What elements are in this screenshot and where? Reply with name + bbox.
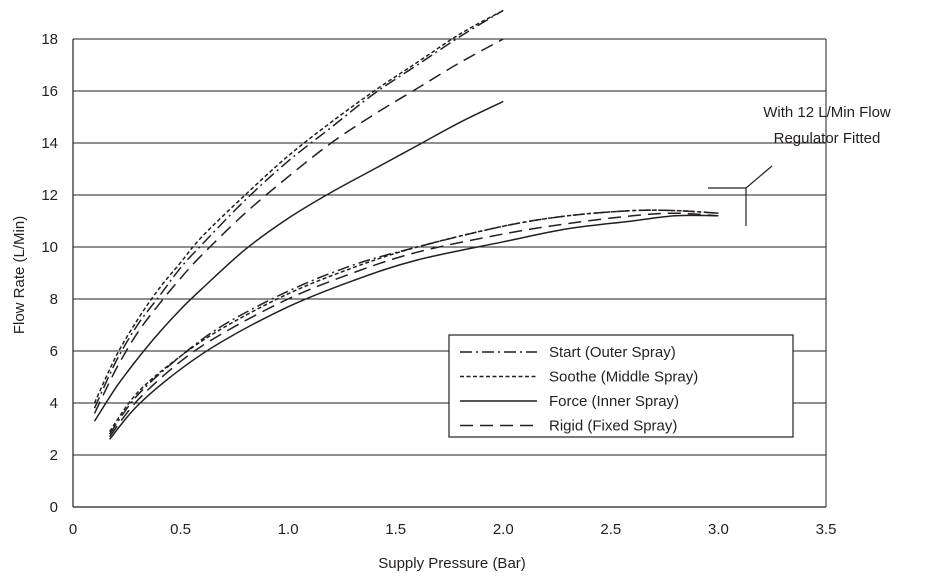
series-line-regulated-start-outer-spray	[108, 209, 719, 435]
y-axis-title: Flow Rate (L/Min)	[11, 216, 28, 334]
x-axis-title: Supply Pressure (Bar)	[378, 555, 526, 572]
grid-lines	[73, 38, 827, 507]
x-tick-label-5: 2.5	[600, 521, 621, 538]
tick-labels: 0 0.5 1.0 1.5 2.0 2.5 3.0 3.5 0 2 4 6 8 10 12 14 16 18	[41, 31, 836, 538]
x-tick-label-1: 0.5	[170, 521, 191, 538]
y-tick-label-2: 4	[50, 395, 58, 412]
series-line-unregulated-force-inner-spray	[93, 100, 504, 422]
x-tick-label-3: 1.5	[385, 521, 406, 538]
legend-label-force-inner-spray: Force (Inner Spray)	[549, 393, 679, 410]
annotation-leader	[745, 165, 773, 189]
annotation-line-2: Regulator Fitted	[774, 130, 881, 147]
series-line-regulated-force-inner-spray	[109, 214, 719, 440]
annotation-line-1: With 12 L/Min Flow	[763, 104, 891, 121]
legend: Start (Outer Spray) Soothe (Middle Spray)…	[448, 334, 794, 438]
legend-label-start-outer-spray: Start (Outer Spray)	[549, 344, 676, 361]
series-lines	[93, 9, 719, 440]
legend-label-rigid-fixed-spray: Rigid (Fixed Spray)	[549, 418, 677, 435]
regulator-annotation: With 12 L/Min Flow Regulator Fitted	[708, 104, 891, 226]
y-tick-label-1: 2	[50, 447, 58, 464]
series-line-regulated-soothe-middle-spray	[108, 209, 719, 433]
x-tick-label-0: 0	[69, 521, 77, 538]
series-line-unregulated-rigid-fixed-spray	[93, 38, 504, 414]
series-line-regulated-rigid-fixed-spray	[109, 212, 719, 438]
y-tick-label-3: 6	[50, 343, 58, 360]
y-tick-label-4: 8	[50, 291, 58, 308]
series-line-unregulated-start-outer-spray	[93, 9, 504, 409]
series-line-unregulated-soothe-middle-spray	[93, 9, 504, 404]
y-tick-label-7: 14	[41, 135, 58, 152]
axes	[72, 39, 826, 508]
x-tick-label-2: 1.0	[278, 521, 299, 538]
x-tick-label-6: 3.0	[708, 521, 729, 538]
x-tick-label-7: 3.5	[816, 521, 837, 538]
x-tick-label-4: 2.0	[493, 521, 514, 538]
y-tick-label-6: 12	[41, 187, 58, 204]
y-tick-label-0: 0	[50, 499, 58, 516]
y-tick-label-5: 10	[41, 239, 58, 256]
y-tick-label-9: 18	[41, 31, 58, 48]
legend-label-soothe-middle-spray: Soothe (Middle Spray)	[549, 369, 698, 386]
y-tick-label-8: 16	[41, 83, 58, 100]
